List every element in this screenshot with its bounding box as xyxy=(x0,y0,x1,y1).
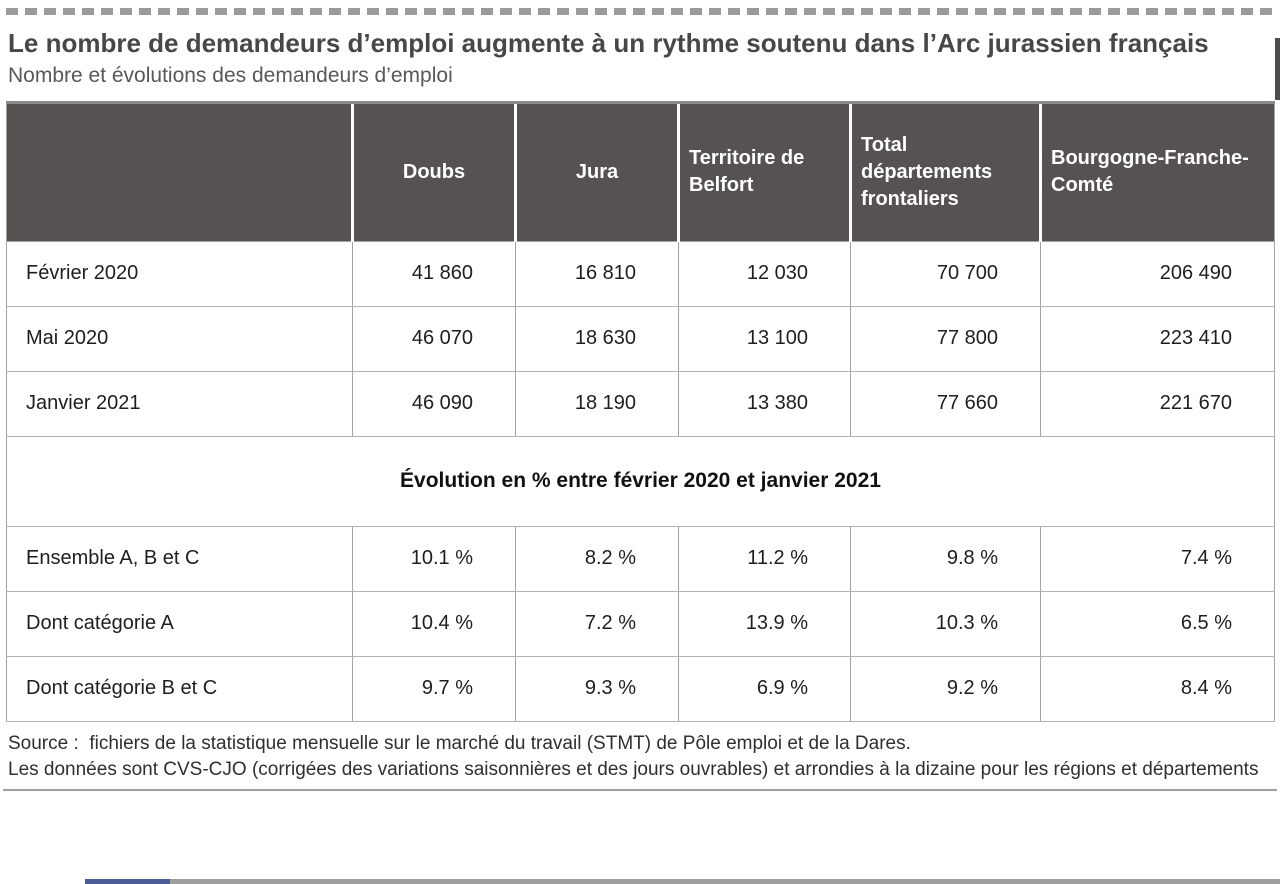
table-row: Février 2020 41 860 16 810 12 030 70 700… xyxy=(6,241,1275,307)
header-cell-jura: Jura xyxy=(514,100,679,242)
header-cell-belfort: Territoire de Belfort xyxy=(677,100,851,242)
table-cell: 223 410 xyxy=(1040,306,1275,372)
demandeurs-emploi-table: Doubs Jura Territoire de Belfort Total d… xyxy=(6,100,1275,722)
source-line-1: Source : fichiers de la statistique mens… xyxy=(8,732,911,754)
table-cell: 13 380 xyxy=(678,371,851,437)
page-title: Le nombre de demandeurs d’emploi augment… xyxy=(8,28,1209,58)
table-cell: 10.3 % xyxy=(850,591,1041,657)
table-cell: 9.8 % xyxy=(850,526,1041,592)
header-cell-frontaliers: Total départements frontaliers xyxy=(849,100,1041,242)
table-cell: 70 700 xyxy=(850,241,1041,307)
table-row: Mai 2020 46 070 18 630 13 100 77 800 223… xyxy=(6,306,1275,372)
table-cell: 46 070 xyxy=(352,306,516,372)
table-cell: 9.2 % xyxy=(850,656,1041,722)
table-body: Février 2020 41 860 16 810 12 030 70 700… xyxy=(6,241,1275,722)
table-cell: 77 660 xyxy=(850,371,1041,437)
bottom-horizontal-rule xyxy=(3,789,1277,792)
table-cell: 46 090 xyxy=(352,371,516,437)
section-header-row: Évolution en % entre février 2020 et jan… xyxy=(6,436,1275,527)
header-cell-doubs: Doubs xyxy=(351,100,516,242)
table-cell: 41 860 xyxy=(352,241,516,307)
header-cell-bfc: Bourgogne-Franche-Comté xyxy=(1039,100,1275,242)
table-cell: 77 800 xyxy=(850,306,1041,372)
bottom-strip-blue-segment xyxy=(85,879,170,884)
table-cell: 8.2 % xyxy=(515,526,679,592)
table-cell: 9.3 % xyxy=(515,656,679,722)
table-cell: 16 810 xyxy=(515,241,679,307)
table-row: Dont catégorie A 10.4 % 7.2 % 13.9 % 10.… xyxy=(6,591,1275,657)
row-label: Ensemble A, B et C xyxy=(6,526,353,592)
row-label: Février 2020 xyxy=(6,241,353,307)
bottom-strip-gray-segment xyxy=(170,879,1280,884)
table-cell: 7.2 % xyxy=(515,591,679,657)
table-cell: 13 100 xyxy=(678,306,851,372)
source-line-2: Les données sont CVS-CJO (corrigées des … xyxy=(8,759,1259,781)
header-cell-empty xyxy=(6,100,353,242)
bottom-edge-strip xyxy=(0,879,1280,884)
table-cell: 10.4 % xyxy=(352,591,516,657)
table-header-row: Doubs Jura Territoire de Belfort Total d… xyxy=(6,100,1275,242)
page-subtitle: Nombre et évolutions des demandeurs d’em… xyxy=(8,63,453,87)
table-cell: 6.5 % xyxy=(1040,591,1275,657)
table-cell: 6.9 % xyxy=(678,656,851,722)
table-row: Dont catégorie B et C 9.7 % 9.3 % 6.9 % … xyxy=(6,656,1275,722)
table-cell: 18 630 xyxy=(515,306,679,372)
source-note: Source : fichiers de la statistique mens… xyxy=(8,731,1270,783)
section-header: Évolution en % entre février 2020 et jan… xyxy=(6,436,1275,527)
dashed-top-border xyxy=(6,8,1274,15)
table-cell: 8.4 % xyxy=(1040,656,1275,722)
table-cell: 11.2 % xyxy=(678,526,851,592)
page: { "header": { "title": "Le nombre de dem… xyxy=(0,8,1280,884)
row-label: Dont catégorie B et C xyxy=(6,656,353,722)
right-edge-rule xyxy=(1275,38,1280,100)
table-cell: 7.4 % xyxy=(1040,526,1275,592)
table-cell: 9.7 % xyxy=(352,656,516,722)
row-label: Janvier 2021 xyxy=(6,371,353,437)
table-row: Janvier 2021 46 090 18 190 13 380 77 660… xyxy=(6,371,1275,437)
table-header: Doubs Jura Territoire de Belfort Total d… xyxy=(6,100,1275,242)
table-cell: 12 030 xyxy=(678,241,851,307)
table-cell: 221 670 xyxy=(1040,371,1275,437)
table-cell: 10.1 % xyxy=(352,526,516,592)
table-row: Ensemble A, B et C 10.1 % 8.2 % 11.2 % 9… xyxy=(6,526,1275,592)
row-label: Dont catégorie A xyxy=(6,591,353,657)
row-label: Mai 2020 xyxy=(6,306,353,372)
table-cell: 206 490 xyxy=(1040,241,1275,307)
table-cell: 18 190 xyxy=(515,371,679,437)
table-cell: 13.9 % xyxy=(678,591,851,657)
